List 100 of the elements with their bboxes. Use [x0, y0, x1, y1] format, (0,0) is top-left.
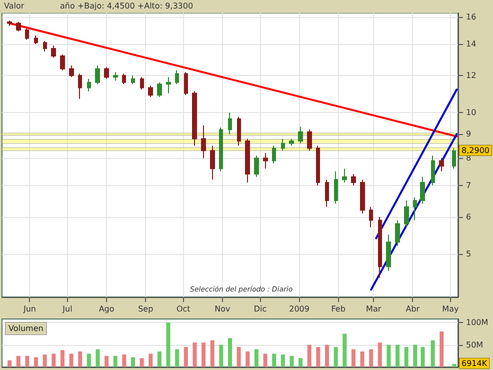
y-tick-label: 100M [466, 318, 488, 328]
bar [86, 354, 91, 367]
bar [413, 344, 418, 367]
bar [404, 347, 408, 367]
bar [280, 354, 285, 367]
bar [324, 344, 329, 367]
candlestick [60, 54, 65, 71]
bar [78, 351, 82, 367]
bar [140, 358, 144, 367]
bar [131, 357, 136, 367]
bar [34, 357, 38, 367]
candlestick [228, 112, 232, 135]
candlestick [113, 72, 118, 82]
candlestick [87, 78, 91, 92]
candlestick [452, 148, 456, 170]
candlestick [289, 138, 294, 146]
x-tick-label: Dic [254, 304, 267, 314]
bar [263, 354, 268, 367]
bar [440, 331, 444, 367]
candlestick [281, 138, 285, 152]
candlestick [378, 216, 382, 278]
bar [42, 354, 47, 367]
candlestick [131, 74, 135, 85]
candlestick [95, 65, 100, 85]
candlestick [122, 73, 126, 85]
x-tick-label: Jun [22, 304, 36, 314]
bar [290, 356, 294, 367]
y-tick-label: 16 [466, 12, 476, 22]
candlestick [325, 179, 329, 208]
candlestick [404, 200, 409, 228]
candlestick [263, 152, 268, 170]
bar [122, 354, 126, 367]
candlestick [192, 90, 197, 146]
candlestick [360, 179, 365, 214]
bar [60, 350, 64, 367]
bar [246, 351, 250, 367]
bar [254, 349, 258, 367]
text: Volumen [8, 324, 44, 333]
bar [69, 354, 74, 367]
bar [369, 349, 374, 367]
candlestick [69, 65, 74, 78]
candlestick [78, 73, 82, 100]
bar [316, 347, 320, 367]
bar [192, 342, 197, 367]
bar [175, 349, 180, 367]
x-tick-label: May [442, 304, 459, 314]
candlestick [166, 76, 171, 94]
candlestick [245, 138, 250, 184]
annotation: 8,2900 [462, 146, 490, 155]
bar [104, 356, 109, 367]
bar [351, 349, 356, 367]
candlestick [431, 155, 435, 186]
candlestick [157, 82, 162, 98]
candlestick [51, 44, 56, 58]
candlestick [395, 220, 400, 247]
bar [166, 322, 170, 367]
y-tick-label: 50M [466, 340, 484, 350]
bar [452, 364, 456, 367]
x-tick-label: Sep [138, 304, 154, 314]
chart-title: Valor [4, 2, 25, 10]
y-tick-label: 10 [466, 108, 476, 118]
y-tick-label: 9 [466, 130, 472, 139]
candlestick [439, 158, 444, 172]
bar [378, 342, 382, 367]
x-tick-label: Abr [406, 304, 420, 314]
candlestick [148, 85, 153, 98]
candlestick [413, 196, 417, 221]
x-tick-label: Feb [331, 304, 346, 314]
candlestick [272, 145, 276, 164]
chart-subtitle: año +Bajo: 4,4500 +Alto: 9,3300 [60, 2, 194, 10]
x-tick-label: Nov [214, 304, 231, 314]
candlestick [307, 129, 312, 152]
bar [334, 347, 338, 367]
bar [148, 354, 153, 367]
x-tick-label: Ago [98, 304, 114, 314]
candlestick [298, 126, 303, 144]
candlestick [43, 40, 47, 52]
annotation: 6914K [462, 358, 488, 368]
bar [96, 349, 100, 367]
bar [184, 347, 188, 367]
candlestick [34, 34, 38, 45]
bar [228, 338, 232, 367]
candlestick [254, 155, 259, 178]
candlestick [7, 20, 12, 26]
bar [420, 347, 425, 367]
y-tick-label: 7 [466, 180, 472, 190]
bar [16, 356, 20, 367]
candlestick [237, 116, 241, 146]
candlestick [351, 174, 356, 186]
candlestick [140, 76, 144, 90]
candlestick [219, 126, 223, 172]
bar [113, 356, 118, 367]
y-tick-label: 5 [466, 250, 472, 259]
bar [396, 344, 400, 367]
y-tick-label: 14 [466, 40, 476, 49]
candlestick [175, 70, 179, 85]
bar [342, 334, 347, 367]
bar [272, 354, 276, 367]
bar [8, 360, 12, 367]
x-tick-label: Mar [366, 304, 382, 314]
